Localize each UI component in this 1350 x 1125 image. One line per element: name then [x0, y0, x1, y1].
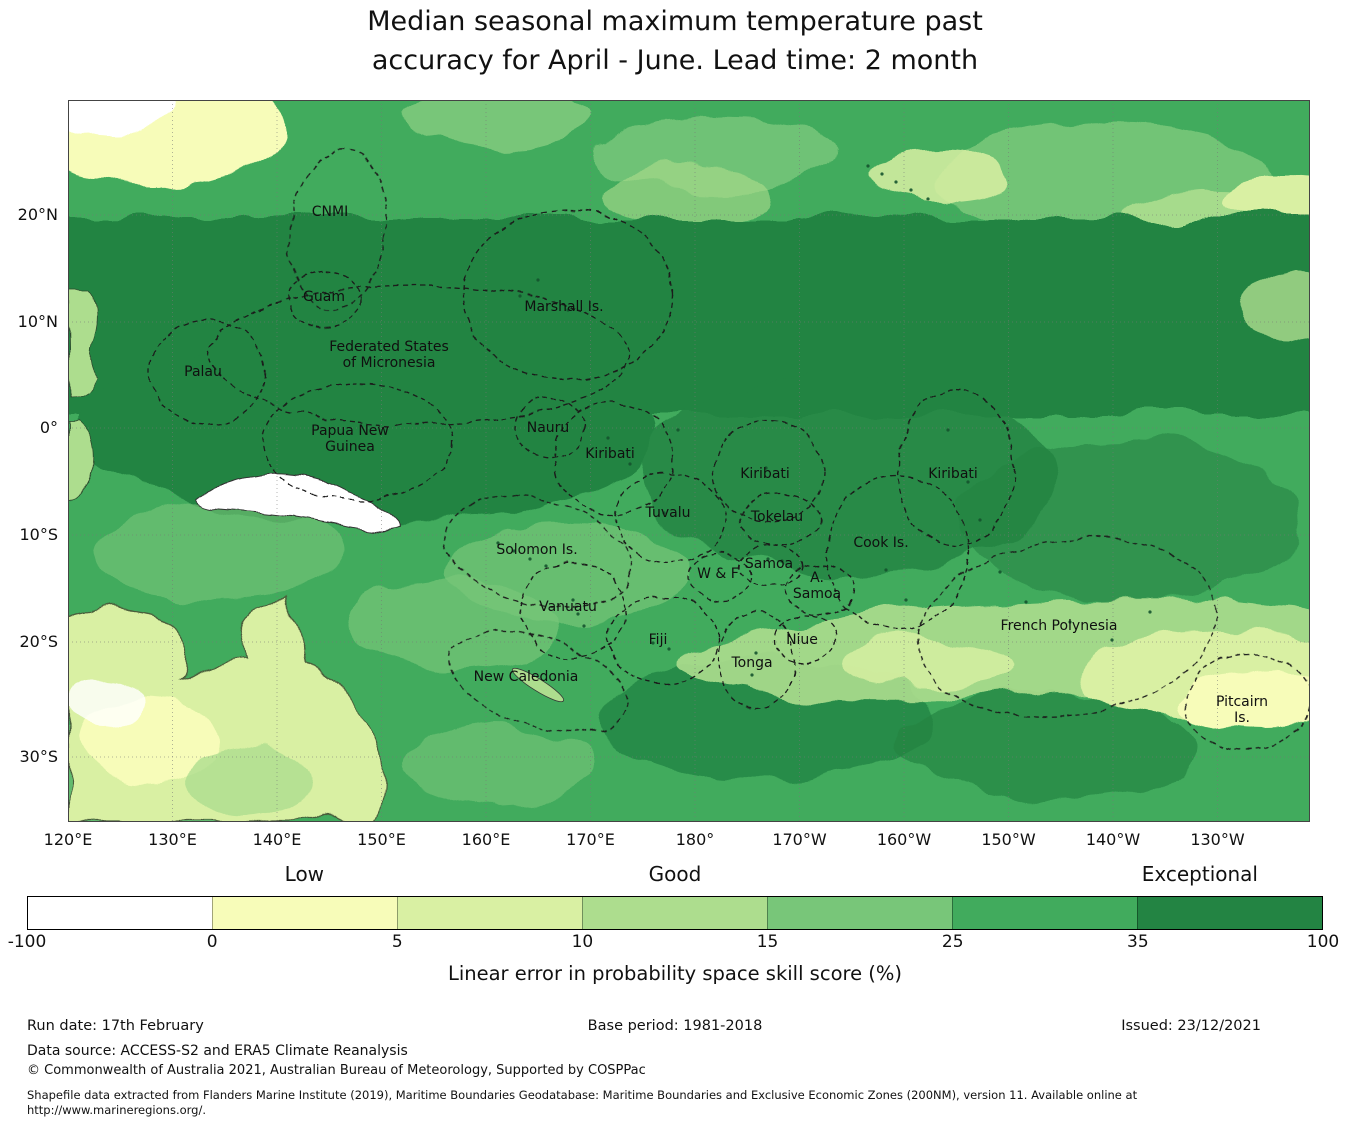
colorbar-tick-label: -100	[7, 932, 47, 952]
colorbar-segment	[952, 897, 1137, 929]
atoll-dots	[496, 164, 1152, 677]
footer-meta-row: Run date: 17th February Base period: 198…	[27, 1018, 1323, 1040]
eez-boundary	[825, 475, 971, 629]
colorbar-tick-label: 25	[941, 932, 964, 952]
shapefile-note: Shapefile data extracted from Flanders M…	[27, 1088, 1138, 1117]
new-caledonia-island	[511, 667, 565, 703]
legend-qualitative-label: Good	[648, 862, 702, 886]
eez-boundary	[448, 630, 628, 734]
map-frame	[68, 100, 1310, 822]
colorbar-legend: Low Good Exceptional -100 0 5 10 15 25 35 100	[8, 862, 1340, 956]
x-tick-label: 180°	[675, 830, 715, 849]
x-tick-label: 160°W	[876, 830, 932, 849]
eez-boundary	[712, 421, 824, 523]
y-tick-label: 0°	[39, 418, 58, 437]
colorbar-segment	[397, 897, 582, 929]
x-tick-label: 130°E	[148, 830, 197, 849]
colorbar-segment	[28, 897, 212, 929]
eez-boundary	[785, 563, 855, 617]
colorbar-segment	[212, 897, 397, 929]
legend-qualitative-label: Exceptional	[1141, 862, 1258, 886]
colorbar-tick-label: 35	[1127, 932, 1149, 952]
base-period: Base period: 1981-2018	[587, 1018, 763, 1034]
eez-boundary	[520, 561, 626, 659]
page-title: Median seasonal maximum temperature past…	[0, 2, 1350, 80]
y-tick-label: 20°N	[17, 205, 58, 224]
x-tick-label: 170°E	[566, 830, 615, 849]
colorbar-caption: Linear error in probability space skill …	[447, 962, 903, 985]
eez-boundary	[738, 545, 804, 587]
eez-boundary	[262, 383, 454, 501]
title-line-2: accuracy for April - June. Lead time: 2 …	[371, 45, 979, 76]
eez-boundary	[918, 537, 1218, 719]
eez-boundary	[614, 472, 726, 564]
x-tick-label: 170°W	[772, 830, 827, 849]
colorbar	[27, 896, 1323, 930]
copyright-notice: © Commonwealth of Australia 2021, Austra…	[27, 1063, 646, 1078]
colorbar-tick-label: 0	[206, 932, 218, 952]
eez-boundary	[774, 615, 836, 665]
eez-boundary	[149, 319, 267, 425]
new-guinea-island	[195, 473, 401, 532]
eez-boundary	[288, 149, 388, 311]
issued-date: Issued: 23/12/2021	[1121, 1018, 1261, 1034]
colorbar-tick-label: 10	[571, 932, 594, 952]
eez-boundary	[462, 209, 674, 381]
y-tick-label: 10°S	[19, 525, 58, 544]
run-date: Run date: 17th February	[27, 1018, 204, 1034]
colorbar-segment	[582, 897, 767, 929]
x-tick-label: 140°E	[252, 830, 302, 849]
colorbar-segment	[1137, 897, 1322, 929]
philippines-land	[68, 289, 99, 399]
x-tick-label: 150°E	[357, 830, 406, 849]
colorbar-tick-labels: -100 0 5 10 15 25 35 100	[8, 932, 1340, 956]
colorbar-tick-label: 100	[1306, 932, 1340, 952]
map: CNMI Guam Marshall Is. Federated States of …	[17, 100, 1310, 849]
eez-boundary	[515, 397, 585, 459]
eez-boundary	[607, 595, 719, 685]
map-plot	[68, 100, 1310, 822]
eez-boundary	[717, 611, 795, 709]
indonesia-land	[68, 419, 94, 501]
x-tick-label: 150°W	[981, 830, 1036, 849]
footer: Run date: 17th February Base period: 198…	[27, 1018, 1323, 1118]
colorbar-tick-label: 15	[756, 932, 779, 952]
x-tick-label: 130°W	[1190, 830, 1245, 849]
colorbar-tick-label: 5	[391, 932, 403, 952]
legend-qualitative-labels: Low Good Exceptional	[27, 862, 1323, 892]
eez-boundary	[444, 495, 632, 609]
eez-boundary	[207, 284, 629, 426]
title-line-1: Median seasonal maximum temperature past	[367, 6, 983, 37]
y-tick-label: 10°N	[17, 312, 58, 331]
colorbar-segment	[767, 897, 952, 929]
eez-boundaries	[149, 149, 1310, 751]
eez-boundary	[552, 402, 674, 514]
legend-qualitative-label: Low	[284, 862, 325, 886]
eez-boundary	[897, 389, 1015, 547]
x-tick-label: 140°W	[1085, 830, 1141, 849]
x-tick-label: 160°E	[461, 830, 511, 849]
y-tick-label: 20°S	[19, 632, 58, 651]
y-tick-label: 30°S	[19, 747, 58, 766]
australia-landmass	[68, 597, 388, 822]
eez-boundary	[689, 552, 751, 602]
x-tick-label: 120°E	[43, 830, 93, 849]
islands	[68, 289, 565, 703]
data-source: Data source: ACCESS-S2 and ERA5 Climate …	[27, 1043, 408, 1059]
eez-boundary	[739, 493, 821, 547]
graticule-gridlines	[68, 100, 1310, 822]
skill-field	[68, 100, 1310, 822]
